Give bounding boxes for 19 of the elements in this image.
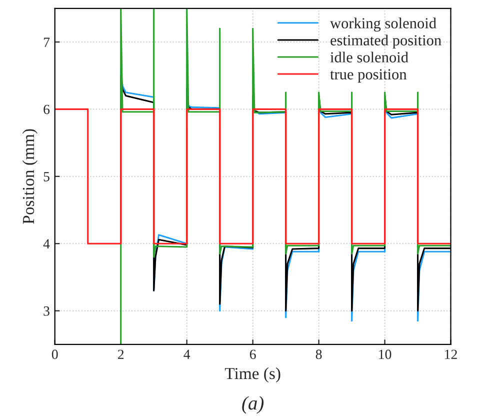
- legend-label: working solenoid: [330, 18, 436, 32]
- y-tick-label: 3: [44, 306, 50, 316]
- text: (a): [242, 396, 264, 414]
- x-tick-label: 2: [118, 350, 124, 359]
- x-tick-label: 8: [316, 350, 322, 360]
- y-axis-title: Position (mm): [22, 129, 38, 224]
- legend-label: estimated position: [330, 34, 442, 49]
- y-tick-label: 6: [44, 104, 50, 114]
- y-tick-label: 4: [43, 239, 50, 248]
- y-tick-label: 7: [44, 38, 50, 47]
- x-tick-label: 0: [52, 350, 58, 360]
- x-tick-label: 6: [250, 350, 256, 360]
- x-tick-label: 4: [184, 350, 190, 359]
- x-tick-label: 12: [445, 350, 457, 359]
- legend-label: true position: [330, 69, 407, 83]
- legend-label: idle solenoid: [330, 52, 408, 62]
- y-tick-label: 5: [44, 172, 50, 182]
- x-axis-title: Time (s): [224, 367, 280, 383]
- x-tick-label: 10: [379, 350, 392, 360]
